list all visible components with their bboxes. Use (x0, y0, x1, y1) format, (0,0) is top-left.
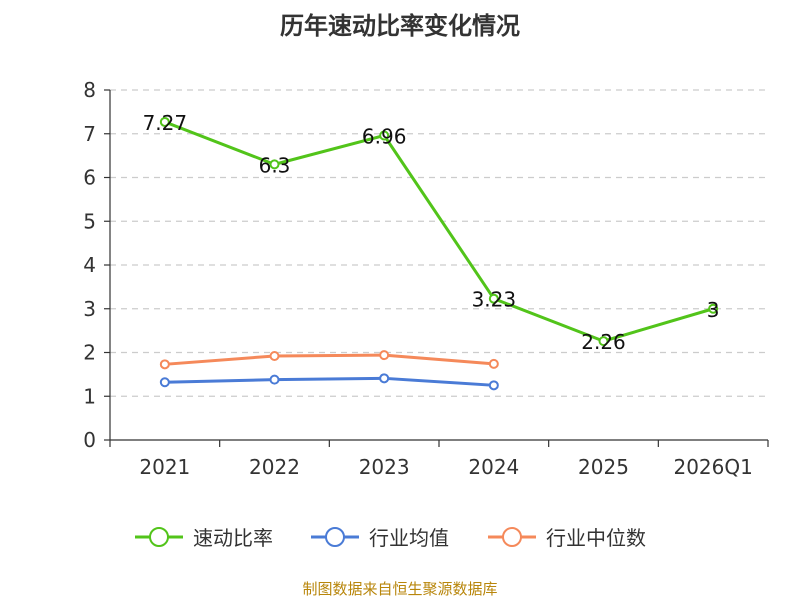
data-label: 2.26 (581, 330, 626, 354)
data-point (159, 377, 170, 388)
data-labels: 7.27 6.3 6.96 3.23 2.26 3 (143, 111, 720, 354)
x-tick-label: 2024 (468, 455, 519, 479)
y-tick-label: 6 (83, 166, 96, 190)
data-point (159, 359, 170, 370)
legend-label: 行业均值 (369, 526, 449, 550)
x-tick-label: 2023 (359, 455, 410, 479)
y-tick-label: 1 (83, 384, 96, 408)
data-point (488, 358, 499, 369)
grid-lines (110, 89, 768, 397)
y-tick-label: 7 (83, 122, 96, 146)
data-point (379, 130, 390, 141)
data-label: 3 (707, 298, 720, 322)
data-label: 6.3 (259, 153, 291, 177)
legend-swatch-marker (149, 527, 169, 547)
legend-swatch-marker (502, 527, 522, 547)
data-point (269, 351, 280, 361)
y-tick-label: 0 (83, 428, 96, 452)
data-label: 6.96 (362, 125, 407, 149)
y-tick-label: 8 (83, 78, 96, 102)
data-label: 7.27 (143, 111, 188, 135)
data-point (488, 293, 499, 304)
legend-swatch-marker (325, 527, 345, 547)
data-point (379, 373, 390, 384)
y-tick-label: 5 (83, 209, 96, 233)
legend-label: 速动比率 (193, 526, 273, 550)
chart-title: 历年速动比率变化情况 (280, 12, 520, 40)
data-point (269, 374, 280, 385)
x-tick-label: 2022 (249, 455, 300, 479)
data-point (708, 303, 719, 314)
series (159, 116, 719, 391)
data-point (598, 336, 609, 347)
x-tick-label: 2026Q1 (673, 455, 752, 479)
data-point (159, 116, 170, 127)
data-point (379, 350, 390, 361)
legend-label: 行业中位数 (546, 526, 646, 550)
data-point (269, 159, 280, 170)
series-line (164, 376, 494, 387)
y-tick-label: 3 (83, 297, 96, 321)
x-tick-label: 2021 (139, 455, 190, 479)
series-line (164, 120, 714, 343)
series-line (164, 353, 494, 366)
y-tick-label: 2 (83, 341, 96, 365)
data-point (488, 380, 499, 391)
axes: 0 1 2 3 4 5 6 7 8 2021 2022 2023 2024 2025 2026Q1 (83, 78, 769, 479)
x-tick-label: 2025 (578, 455, 629, 479)
source-note: 制图数据来自恒生聚源数据库 (302, 580, 498, 598)
data-label: 3.23 (472, 288, 517, 312)
legend: 速动比率 行业均值 行业中位数 (135, 526, 646, 550)
y-tick-label: 4 (83, 253, 96, 277)
